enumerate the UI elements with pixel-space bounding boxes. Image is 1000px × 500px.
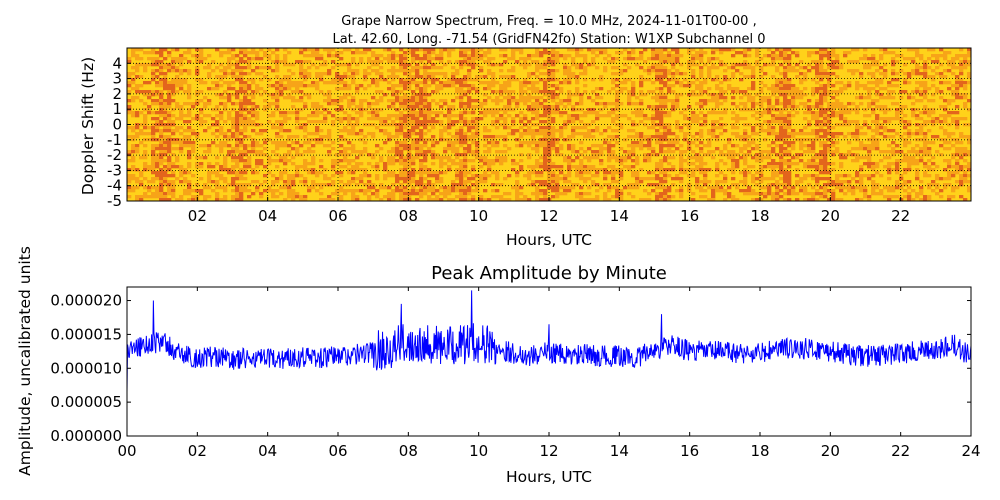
line-chart-x-tick-label: 12 <box>539 442 558 460</box>
heatmap-x-tick-label: 16 <box>680 207 699 225</box>
line-chart-y-tick-label: 0.000010 <box>50 359 122 377</box>
line-chart-y-tick-label: 0.000005 <box>50 393 122 411</box>
heatmap-x-tick-label: 12 <box>539 207 558 225</box>
line-chart-x-tick-label: 16 <box>680 442 699 460</box>
heatmap-title-line1: Grape Narrow Spectrum, Freq. = 10.0 MHz,… <box>341 14 756 29</box>
line-chart-x-tick-label: 02 <box>188 442 207 460</box>
heatmap-y-tick-label: -4 <box>107 177 122 195</box>
line-chart-x-tick-label: 22 <box>891 442 910 460</box>
line-chart-x-tick-label: 20 <box>821 442 840 460</box>
line-chart-x-tick-label: 24 <box>961 442 980 460</box>
heatmap-y-tick-label: 2 <box>112 85 122 103</box>
heatmap-y-tick-label: -2 <box>107 146 122 164</box>
heatmap-y-tick-label: 3 <box>112 70 122 88</box>
heatmap-y-tick-label: -5 <box>107 192 122 210</box>
line-chart-y-tick-label: 0.000015 <box>50 325 122 343</box>
heatmap-y-tick-label: 1 <box>112 100 122 118</box>
line-chart-x-axis-label: Hours, UTC <box>506 468 592 486</box>
heatmap-x-tick-label: 08 <box>399 207 418 225</box>
heatmap-y-tick-label: -3 <box>107 161 122 179</box>
heatmap-x-tick-label: 14 <box>610 207 629 225</box>
line-chart-plot <box>126 290 972 392</box>
line-chart-x-tick-label: 10 <box>469 442 488 460</box>
line-chart-x-tick-label: 04 <box>258 442 277 460</box>
line-chart-y-tick-label: 0.000000 <box>50 427 122 445</box>
line-chart-y-axis-label: Amplitude, uncalibrated units <box>16 246 34 476</box>
line-chart-x-tick-label: 08 <box>399 442 418 460</box>
heatmap-x-tick-label: 10 <box>469 207 488 225</box>
heatmap-x-tick-label: 18 <box>750 207 769 225</box>
heatmap-x-tick-label: 02 <box>188 207 207 225</box>
heatmap-x-tick-label: 04 <box>258 207 277 225</box>
line-chart-ticks: 00 02 04 06 08 10 12 14 16 18 20 22 24 0.000000 0.0000… <box>50 287 981 460</box>
line-chart-x-tick-label: 14 <box>610 442 629 460</box>
heatmap-cells <box>127 48 972 202</box>
heatmap-x-tick-label: 06 <box>328 207 347 225</box>
heatmap-x-tick-label: 20 <box>821 207 840 225</box>
line-chart-x-tick-label: 06 <box>328 442 347 460</box>
line-chart-x-tick-label: 18 <box>750 442 769 460</box>
heatmap-y-tick-label: -1 <box>107 131 122 149</box>
heatmap-x-axis-label: Hours, UTC <box>506 231 592 249</box>
heatmap-plot <box>127 48 972 202</box>
line-chart-x-tick-label: 00 <box>117 442 136 460</box>
heatmap-y-tick-label: 0 <box>112 116 122 134</box>
heatmap-y-tick-label: 4 <box>112 54 122 72</box>
heatmap-x-tick-label: 22 <box>891 207 910 225</box>
heatmap-y-axis-label: Doppler Shift (Hz) <box>79 57 97 195</box>
line-chart-y-tick-label: 0.000020 <box>50 292 122 310</box>
heatmap-title-line2: Lat. 42.60, Long. -71.54 (GridFN42fo) St… <box>333 32 766 47</box>
amplitude-series-line <box>126 290 972 392</box>
line-chart-title: Peak Amplitude by Minute <box>431 263 667 284</box>
